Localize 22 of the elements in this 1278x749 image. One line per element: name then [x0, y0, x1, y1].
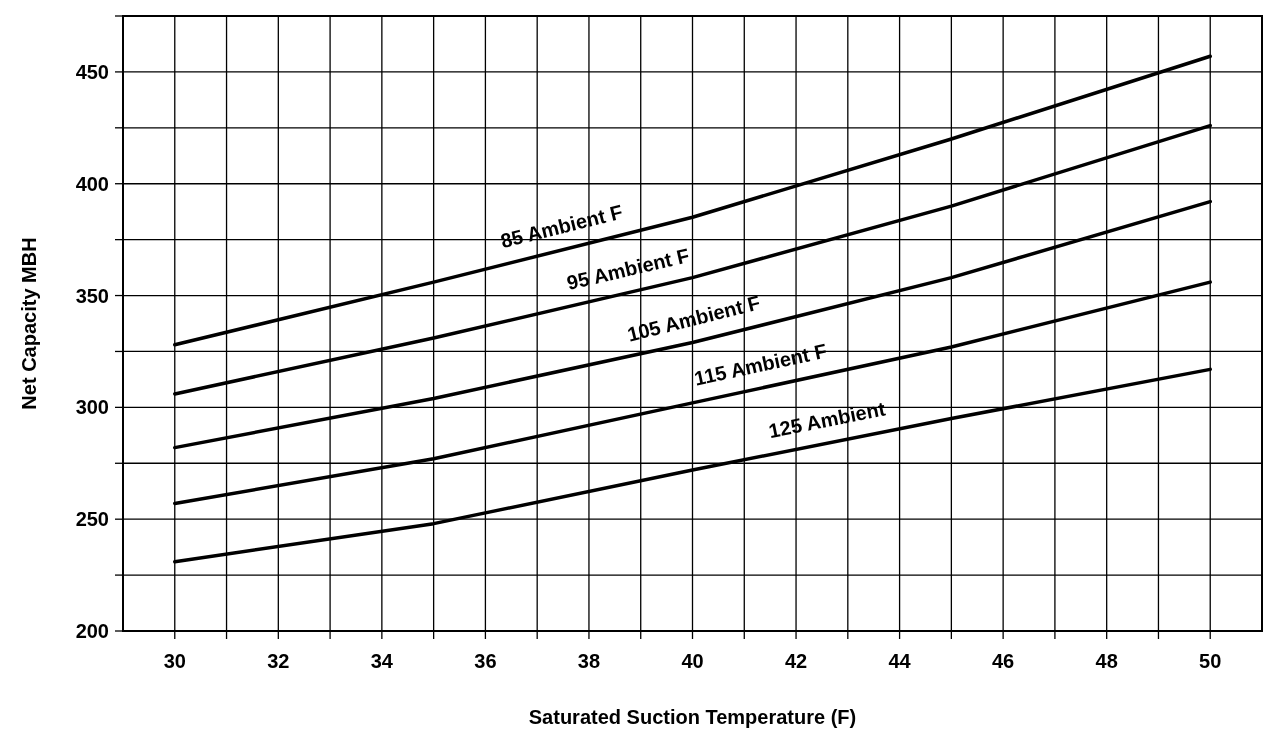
x-tick-label: 40	[681, 650, 704, 672]
y-tick-label: 200	[75, 620, 109, 642]
y-tick-label: 400	[75, 172, 109, 195]
x-tick-label: 32	[267, 650, 290, 672]
text: 105 Ambient F	[625, 291, 763, 346]
x-axis-title: Saturated Suction Temperature (F)	[528, 706, 857, 728]
x-tick-label: 34	[370, 650, 394, 672]
text: 95 Ambient F	[564, 244, 692, 294]
x-tick-label: 46	[992, 650, 1015, 672]
x-tick-label: 44	[888, 650, 912, 672]
x-tick-label: 38	[577, 650, 601, 672]
x-tick-label: 36	[474, 650, 497, 672]
y-tick-label: 250	[75, 508, 109, 531]
x-tick-label: 48	[1095, 650, 1118, 672]
x-tick-label: 30	[163, 650, 186, 672]
y-tick-label: 350	[75, 284, 109, 307]
x-tick-label: 50	[1199, 650, 1222, 672]
y-tick-label: 300	[75, 396, 109, 419]
y-axis-title: Net Capacity MBH	[18, 237, 40, 410]
y-tick-label: 450	[75, 60, 109, 83]
x-tick-label: 42	[784, 650, 808, 672]
text: 125 Ambient	[766, 397, 888, 443]
